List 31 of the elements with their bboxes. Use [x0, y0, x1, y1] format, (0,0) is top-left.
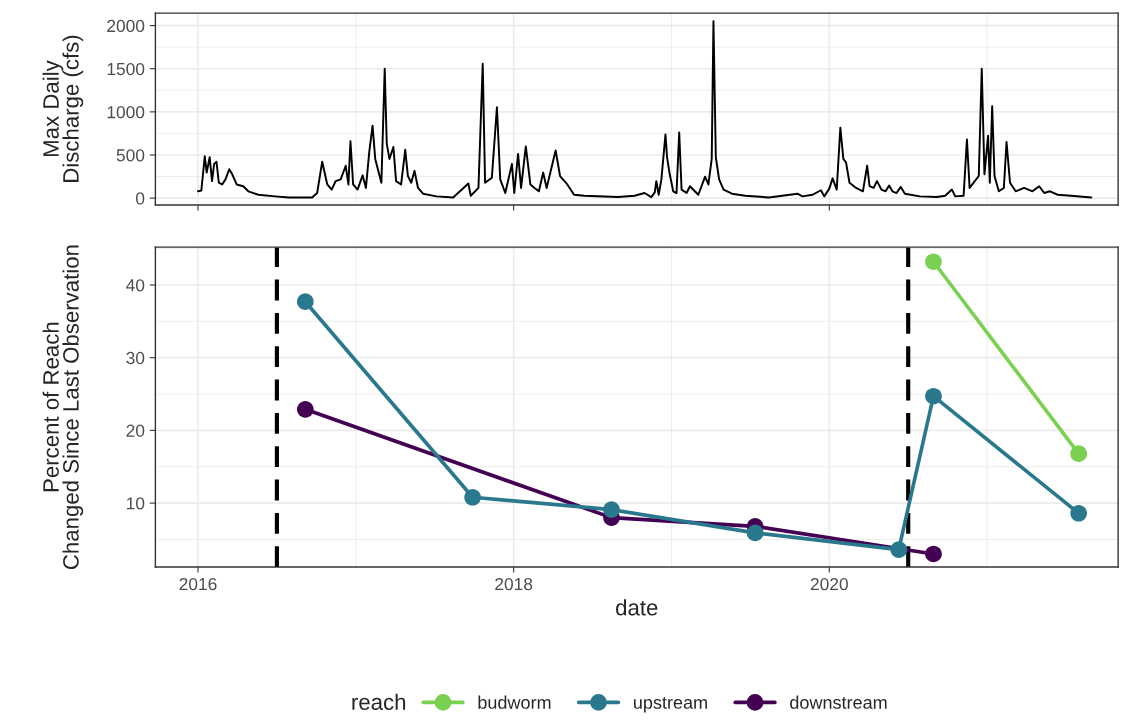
line-series: [197, 20, 1093, 199]
y-tick-label: 2000: [107, 19, 145, 33]
legend-label: budworm: [478, 695, 551, 709]
point: [464, 488, 481, 506]
x-tick-label: 2018: [495, 577, 533, 591]
legend-title: reach: [352, 693, 406, 710]
y-tick-label: 0: [136, 192, 145, 205]
y-tick-label: 10: [126, 497, 145, 510]
point: [296, 400, 314, 418]
x-tick-label: 2020: [810, 577, 848, 591]
y-tick-label: 20: [126, 424, 145, 437]
point: [746, 524, 764, 542]
legend-label: downstream: [790, 695, 887, 709]
y-tick-label: 1500: [107, 62, 145, 76]
point: [925, 387, 942, 405]
x-tick-label: 2016: [179, 577, 217, 591]
point: [1070, 504, 1087, 522]
point: [890, 541, 908, 558]
y-tick-label: 40: [126, 279, 145, 292]
y-tick-label: 30: [126, 351, 145, 365]
y-axis-title: Percent of Reach Changed Since Last Observation: [42, 245, 84, 570]
point: [296, 293, 314, 311]
point: [925, 253, 942, 271]
point: [603, 501, 620, 518]
point: [1070, 445, 1087, 462]
y-tick-label: 1000: [107, 106, 145, 119]
legend-label: upstream: [634, 697, 707, 713]
point: [925, 545, 942, 563]
x-axis-title: date: [616, 599, 658, 616]
y-tick-label: 500: [116, 149, 145, 162]
y-axis-title: Max Daily Discharge (cfs): [42, 35, 84, 182]
